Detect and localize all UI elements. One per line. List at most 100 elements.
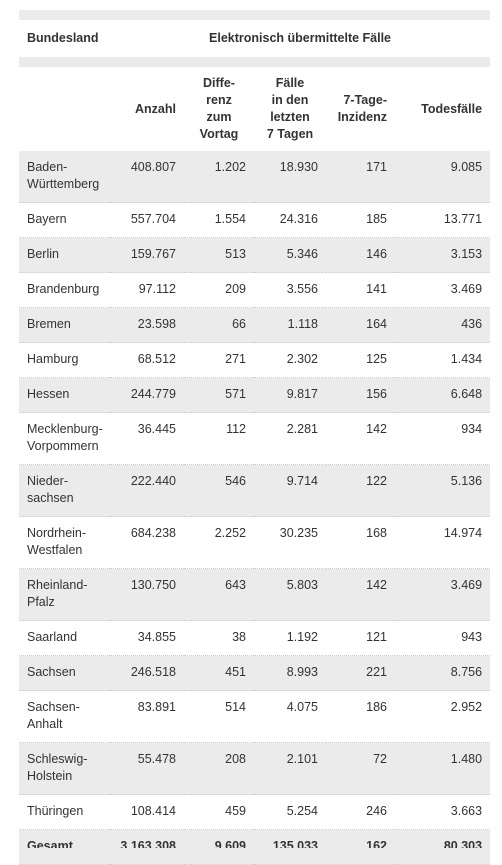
number-cell: 66 xyxy=(184,307,254,343)
number-cell: 246.518 xyxy=(110,655,184,691)
number-cell: 643 xyxy=(184,568,254,621)
number-cell: 436 xyxy=(395,307,491,343)
state-cell: Nieder- sachsen xyxy=(19,464,110,517)
number-cell: 1.480 xyxy=(395,742,491,795)
number-cell: 459 xyxy=(184,794,254,830)
number-cell: 244.779 xyxy=(110,377,184,413)
state-cell: Nordrhein- Westfalen xyxy=(19,516,110,569)
number-cell: 3.469 xyxy=(395,272,491,308)
number-cell: 684.238 xyxy=(110,516,184,569)
number-cell: 108.414 xyxy=(110,794,184,830)
state-cell: Sachsen xyxy=(19,655,110,691)
table-row: Brandenburg 97.112 209 3.556 141 3.469 xyxy=(19,272,491,308)
number-cell: 3.163.308 xyxy=(110,829,184,865)
number-cell: 222.440 xyxy=(110,464,184,517)
state-cell: Bayern xyxy=(19,202,110,238)
number-cell: 4.075 xyxy=(254,690,326,743)
table-row: Mecklenburg- Vorpommern 36.445 112 2.281 142… xyxy=(19,412,491,465)
number-cell: 171 xyxy=(326,151,395,203)
number-cell: 23.598 xyxy=(110,307,184,343)
number-cell: 2.952 xyxy=(395,690,491,743)
number-cell: 2.252 xyxy=(184,516,254,569)
number-cell: 9.714 xyxy=(254,464,326,517)
number-cell: 209 xyxy=(184,272,254,308)
state-cell: Mecklenburg- Vorpommern xyxy=(19,412,110,465)
number-cell: 1.554 xyxy=(184,202,254,238)
number-cell: 146 xyxy=(326,237,395,273)
table-row: Hessen 244.779 571 9.817 156 6.648 xyxy=(19,377,491,413)
number-cell: 943 xyxy=(395,620,491,656)
state-cell: Bremen xyxy=(19,307,110,343)
number-cell: 3.663 xyxy=(395,794,491,830)
table-row: Thüringen 108.414 459 5.254 246 3.663 xyxy=(19,794,491,830)
number-cell: 34.855 xyxy=(110,620,184,656)
number-cell: 1.118 xyxy=(254,307,326,343)
number-cell: 408.807 xyxy=(110,151,184,203)
state-cell: Hessen xyxy=(19,377,110,413)
number-cell: 36.445 xyxy=(110,412,184,465)
table-row: Sachsen 246.518 451 8.993 221 8.756 xyxy=(19,655,491,691)
number-cell: 18.930 xyxy=(254,151,326,203)
number-cell: 1.192 xyxy=(254,620,326,656)
number-cell: 80.303 xyxy=(395,829,491,865)
column-header: 7-Tage- Inzidenz xyxy=(337,93,387,124)
header-cell: Bundesland xyxy=(27,31,99,45)
number-cell: 3.469 xyxy=(395,568,491,621)
number-cell: 9.085 xyxy=(395,151,491,203)
state-cell: Berlin xyxy=(19,237,110,273)
number-cell: 557.704 xyxy=(110,202,184,238)
table-row: Bayern 557.704 1.554 24.316 185 13.771 xyxy=(19,202,491,238)
column-header: Anzahl xyxy=(135,101,176,116)
number-cell: 2.101 xyxy=(254,742,326,795)
state-cell: Thüringen xyxy=(19,794,110,830)
number-cell: 83.891 xyxy=(110,690,184,743)
number-cell: 2.302 xyxy=(254,342,326,378)
number-cell: 8.993 xyxy=(254,655,326,691)
number-cell: 185 xyxy=(326,202,395,238)
number-cell: 130.750 xyxy=(110,568,184,621)
state-cell: Hamburg xyxy=(19,342,110,378)
table-row: Baden- Württemberg 408.807 1.202 18.930 171 9… xyxy=(19,151,491,203)
number-cell: 55.478 xyxy=(110,742,184,795)
column-header: Fälle in den letzten 7 Tagen xyxy=(266,76,314,141)
cases-table: Bundesland Elektronisch übermittelte Fäl… xyxy=(19,20,491,865)
header-row: Bundesland Elektronisch übermittelte Fäl… xyxy=(19,20,490,57)
number-cell: 5.803 xyxy=(254,568,326,621)
top-bar xyxy=(19,10,490,20)
table-body: Baden- Württemberg 408.807 1.202 18.930 171 9… xyxy=(19,151,491,865)
number-cell: 24.316 xyxy=(254,202,326,238)
number-cell: 97.112 xyxy=(110,272,184,308)
number-cell: 246 xyxy=(326,794,395,830)
number-cell: 546 xyxy=(184,464,254,517)
number-cell: 9.817 xyxy=(254,377,326,413)
number-cell: 72 xyxy=(326,742,395,795)
number-cell: 156 xyxy=(326,377,395,413)
state-cell: Saarland xyxy=(19,620,110,656)
number-cell: 14.974 xyxy=(395,516,491,569)
state-cell: Gesamt xyxy=(19,829,110,865)
number-cell: 1.202 xyxy=(184,151,254,203)
number-cell: 221 xyxy=(326,655,395,691)
number-cell: 208 xyxy=(184,742,254,795)
number-cell: 514 xyxy=(184,690,254,743)
number-cell: 135.033 xyxy=(254,829,326,865)
state-cell: Schleswig- Holstein xyxy=(19,742,110,795)
table-row: Schleswig- Holstein 55.478 208 2.101 72 1.480 xyxy=(19,742,491,795)
number-cell: 9.609 xyxy=(184,829,254,865)
number-cell: 164 xyxy=(326,307,395,343)
table-row: Bremen 23.598 66 1.118 164 436 xyxy=(19,307,491,343)
table-row: Rheinland- Pfalz 130.750 643 5.803 142 3.469 xyxy=(19,568,491,621)
column-header-row: Anzahl Diffe- renz zum Vortag Fälle in den… xyxy=(19,67,490,151)
column-header: Diffe- renz zum Vortag xyxy=(199,76,239,141)
number-cell: 121 xyxy=(326,620,395,656)
number-cell: 159.767 xyxy=(110,237,184,273)
number-cell: 571 xyxy=(184,377,254,413)
number-cell: 5.346 xyxy=(254,237,326,273)
number-cell: 68.512 xyxy=(110,342,184,378)
number-cell: 5.136 xyxy=(395,464,491,517)
table-row: Hamburg 68.512 271 2.302 125 1.434 xyxy=(19,342,491,378)
number-cell: 513 xyxy=(184,237,254,273)
number-cell: 3.556 xyxy=(254,272,326,308)
column-header: Todesfälle xyxy=(421,101,483,116)
number-cell: 125 xyxy=(326,342,395,378)
